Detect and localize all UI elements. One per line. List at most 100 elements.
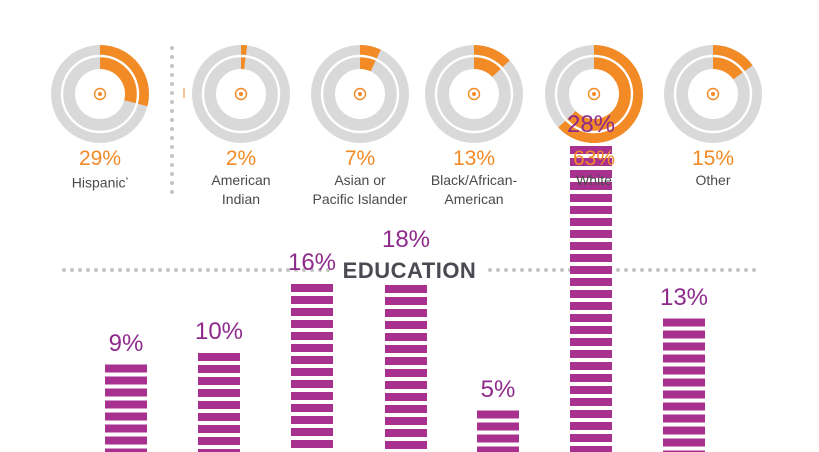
edu-bar-segment (291, 368, 333, 376)
donut-hispanic (51, 45, 150, 143)
edu-bar-segment (105, 412, 147, 421)
donut-spindle (93, 87, 107, 101)
divider-dot (170, 172, 174, 176)
edu-bar-segment (291, 428, 333, 436)
rule-dot (704, 268, 708, 272)
rule-dot (712, 268, 716, 272)
rule-dot (126, 268, 130, 272)
edu-bar-segment (570, 422, 612, 430)
edu-bar-segment (385, 297, 427, 305)
edu-bar-segment (385, 393, 427, 401)
edu-bar-segment (570, 146, 612, 154)
edu-bar-segment (663, 438, 705, 447)
edu-bar-segment (385, 381, 427, 389)
rule-dot (182, 268, 186, 272)
rule-dot (488, 268, 492, 272)
donut-spindle-dot (239, 92, 243, 96)
edu-bar-segment (663, 426, 705, 435)
donut-spindle (587, 87, 601, 101)
rule-dot (238, 268, 242, 272)
edu-bar-segment (385, 345, 427, 353)
edu-bar (385, 261, 427, 449)
rule-dot (624, 268, 628, 272)
donut-white (545, 45, 644, 143)
edu-bar-segment (570, 170, 612, 178)
rule-dot (552, 268, 556, 272)
edu-bar-segment (198, 413, 240, 421)
rule-dot (560, 268, 564, 272)
edu-pct-label: 18% (381, 226, 431, 253)
edu-bar-segment (198, 425, 240, 433)
rule-dot (310, 268, 314, 272)
rule-dot (174, 268, 178, 272)
rule-dot (206, 268, 210, 272)
divider-dot (170, 55, 174, 59)
race-label-other: Other (695, 172, 731, 188)
edu-bar-segment (198, 401, 240, 409)
race-pct-asian: 7% (344, 147, 376, 170)
footnote-mark: * (125, 177, 129, 184)
edu-pct-label: 13% (659, 283, 709, 311)
edu-bar (570, 146, 612, 452)
edu-bar-segment (291, 296, 333, 304)
edu-bar-segment (385, 369, 427, 377)
edu-bar-segment (198, 449, 240, 452)
edu-bar-segment (570, 398, 612, 406)
rule-dot (504, 268, 508, 272)
edu-bar-segment (105, 364, 147, 373)
donut-other (664, 45, 762, 143)
donut-spindle-dot (592, 92, 596, 96)
rule-dot (198, 268, 202, 272)
edu-bar-segment (105, 376, 147, 385)
edu-bar-segment (663, 318, 705, 327)
edu-bar (291, 284, 333, 448)
divider-dot (170, 64, 174, 68)
divider-dot (170, 190, 174, 194)
edu-bar-segment (570, 254, 612, 262)
donut-spindle-dot (472, 92, 476, 96)
rule-dot (536, 268, 540, 272)
rule-dot (158, 268, 162, 272)
divider-dot (170, 100, 174, 104)
edu-bar-segment (663, 414, 705, 423)
rule-dot (744, 268, 748, 272)
race-label-white: White (576, 172, 612, 188)
rule-dot (230, 268, 234, 272)
rule-dot (294, 268, 298, 272)
rule-dot (496, 268, 500, 272)
edu-bar-segment (477, 434, 519, 443)
rule-dot (142, 268, 146, 272)
race-donut-charts (51, 44, 762, 143)
edu-bar-segment (663, 390, 705, 399)
edu-bar-segment (570, 386, 612, 394)
rule-dot (270, 268, 274, 272)
edu-bar-segment (291, 440, 333, 448)
divider-dot (170, 163, 174, 167)
edu-bar-segment (385, 417, 427, 425)
edu-bar-segment (570, 446, 612, 452)
rule-dot (696, 268, 700, 272)
edu-bar-segment (570, 362, 612, 370)
rule-dot (262, 268, 266, 272)
rule-dot (520, 268, 524, 272)
donut-black (425, 45, 523, 143)
edu-bar-segment (198, 377, 240, 385)
rule-dot (688, 268, 692, 272)
edu-bar-segment (291, 344, 333, 352)
race-pct-american-indian: 2% (225, 147, 257, 170)
edu-bar-segment (291, 308, 333, 316)
edu-bar-segment (477, 446, 519, 452)
race-label-black: Black/African- American (430, 172, 518, 207)
divider-dot (170, 73, 174, 77)
edu-bar-segment (570, 218, 612, 226)
rule-dot (318, 268, 322, 272)
edu-bar-segment (291, 380, 333, 388)
edu-bar-segment (663, 342, 705, 351)
edu-bar-segment (570, 230, 612, 238)
rule-dot (616, 268, 620, 272)
donut-american-indian (192, 45, 290, 143)
donut-asian (311, 44, 409, 143)
edu-bar-segment (385, 357, 427, 365)
rule-dot (528, 268, 532, 272)
edu-bar-segment (385, 405, 427, 413)
